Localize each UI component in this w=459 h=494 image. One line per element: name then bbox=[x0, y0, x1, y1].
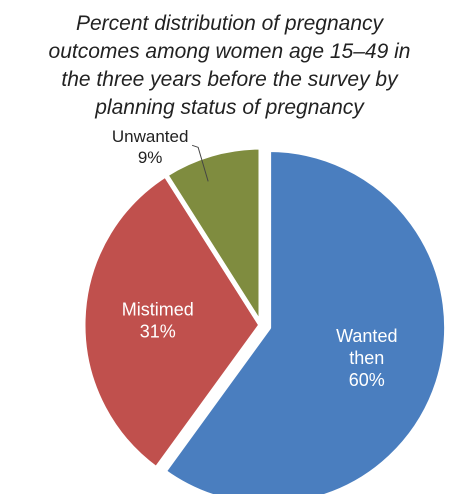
chart-title: Percent distribution of pregnancy outcom… bbox=[0, 10, 459, 122]
chart-title-line-1: Percent distribution of pregnancy bbox=[75, 12, 383, 35]
chart-title-line-4: planning status of pregnancy bbox=[95, 96, 364, 119]
slice-value-label: 9% bbox=[138, 148, 163, 167]
pie-slice-mistimed bbox=[80, 172, 264, 472]
pie-slice-unwanted bbox=[163, 144, 264, 328]
slice-name-label: then bbox=[349, 348, 384, 368]
chart-title-line-3: the three years before the survey by bbox=[61, 68, 398, 91]
slice-value-label: 60% bbox=[349, 370, 385, 390]
slice-name-label: Wanted bbox=[336, 326, 397, 346]
slice-value-label: 31% bbox=[140, 322, 176, 342]
slice-name-label: Mistimed bbox=[122, 300, 194, 320]
pie-slice-wanted-then bbox=[161, 146, 450, 494]
chart-title-line-2: outcomes among women age 15–49 in bbox=[48, 40, 411, 63]
slice-name-label: Unwanted bbox=[112, 127, 189, 146]
leader-line bbox=[191, 144, 209, 182]
